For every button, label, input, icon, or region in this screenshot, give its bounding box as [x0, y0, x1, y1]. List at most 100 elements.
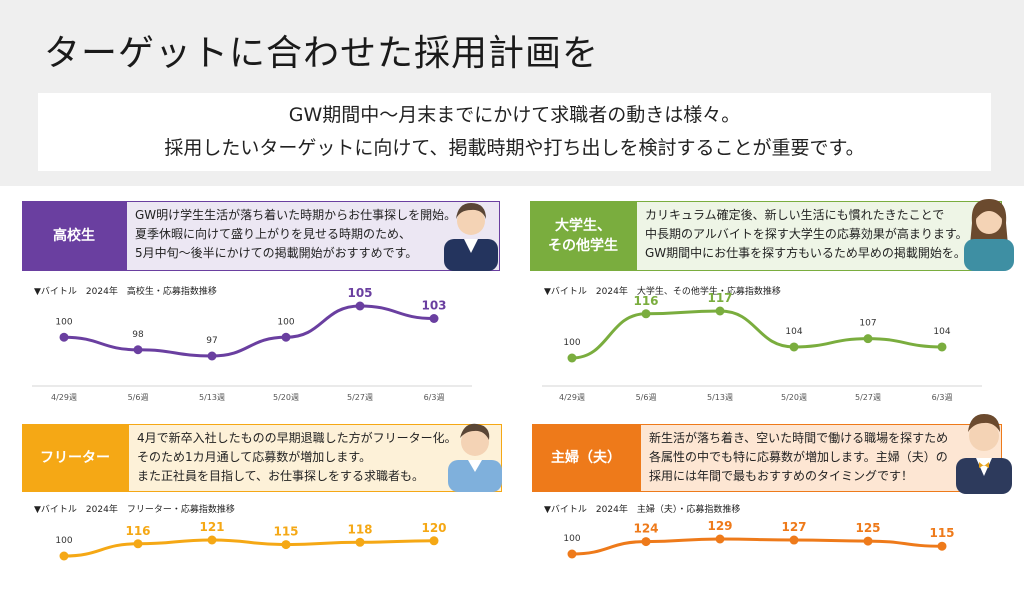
data-point [937, 342, 947, 352]
data-label: 107 [859, 319, 876, 329]
x-tick-label: 5/6週 [636, 393, 657, 402]
data-label: 100 [277, 317, 294, 327]
x-tick-label: 6/3週 [932, 393, 953, 402]
data-label: 115 [929, 526, 954, 540]
x-tick-label: 4/29週 [559, 393, 585, 402]
x-tick-label: 5/27週 [347, 393, 373, 402]
data-point [863, 536, 873, 546]
x-tick-label: 5/13週 [707, 393, 733, 402]
data-label: 100 [55, 536, 72, 546]
student-boy-avatar-icon [444, 203, 498, 271]
desc-line: そのため1カ月通して応募数が増加します。 [137, 450, 372, 464]
data-point [207, 351, 217, 361]
page-title: ターゲットに合わせた採用計画を [44, 33, 600, 74]
chart-label-high-school: ▼バイトル 2024年 高校生・応募指数推移 [34, 287, 217, 297]
chart-label-freeter: ▼バイトル 2024年 フリーター・応募指数推移 [34, 505, 235, 515]
data-label: 104 [785, 327, 802, 337]
desc-line: カリキュラム確定後、新しい生活にも慣れたきたことで [645, 208, 945, 222]
homemaker-avatar-icon [956, 414, 1012, 494]
desc-line: また正社員を目指して、お仕事探しをする求職者も。 [137, 469, 425, 483]
badge-homemaker: 主婦（夫） [532, 424, 640, 492]
desc-line: 新生活が落ち着き、空いた時間で働ける職場を探すため [649, 431, 949, 445]
data-label: 104 [933, 327, 950, 337]
chart-homemaker: 100 124 129 127 125 115 [563, 519, 955, 559]
x-tick-label: 5/20週 [781, 393, 807, 402]
data-point [355, 537, 365, 547]
series-line [570, 537, 944, 556]
data-point [59, 551, 69, 561]
chart-label-homemaker: ▼バイトル 2024年 主婦（夫）・応募指数推移 [544, 505, 741, 515]
data-point [133, 345, 143, 355]
data-point [937, 541, 947, 551]
badge-high-school: 高校生 [22, 201, 126, 271]
desc-line: 採用には年間で最もおすすめのタイミングです！ [649, 469, 914, 483]
data-point [789, 535, 799, 545]
data-label: 115 [273, 525, 298, 539]
x-tick-label: 6/3週 [424, 393, 445, 402]
data-point [715, 306, 725, 316]
data-label: 100 [563, 534, 580, 544]
data-label: 100 [55, 317, 72, 327]
chart-freeter: 100 116 121 115 118 120 [55, 520, 447, 561]
intro-line-1: GW期間中～月末までにかけて求職者の動きは様々。 [288, 104, 741, 126]
data-label: 116 [633, 294, 658, 308]
desc-high-school: GW明け学生生活が落ち着いた時期からお仕事探しを開始。 夏季休暇に向けて盛り上が… [126, 201, 500, 271]
data-label: 116 [125, 524, 150, 538]
badge-label-line1: 大学生、 [555, 218, 611, 234]
data-point [281, 540, 291, 550]
badge-university: 大学生、 その他学生 [530, 201, 636, 271]
student-girl-avatar-icon [964, 199, 1014, 271]
desc-homemaker: 新生活が落ち着き、空いた時間で働ける職場を探すため 各属性の中でも特に応募数が増… [640, 424, 1002, 492]
desc-line: GW期間中にお仕事を探す方もいるため早めの掲載開始を。 [645, 246, 966, 260]
data-point [429, 314, 439, 323]
data-point [715, 534, 725, 544]
series-line [570, 309, 944, 360]
data-point [429, 536, 439, 546]
intro-box: GW期間中～月末までにかけて求職者の動きは様々。 採用したいターゲットに向けて、… [38, 93, 991, 171]
desc-line: GW明け学生生活が落ち着いた時期からお仕事探しを開始。 [135, 208, 457, 222]
data-label: 100 [563, 338, 580, 348]
data-label: 118 [347, 522, 372, 536]
data-point [281, 332, 291, 342]
data-label: 129 [707, 519, 732, 533]
data-label: 97 [206, 336, 217, 346]
chart-label-university: ▼バイトル 2024年 大学生、その他学生・応募指数推移 [544, 287, 781, 297]
data-label: 127 [781, 520, 806, 534]
data-point [641, 537, 651, 547]
data-label: 125 [855, 521, 880, 535]
badge-label: 高校生 [53, 228, 95, 244]
data-point [789, 342, 799, 352]
data-point [641, 309, 651, 319]
chart-university: 100 4/29週 116 5/6週 117 5/13週 104 5/20週 107 5/27週 1… [542, 291, 982, 402]
x-tick-label: 5/6週 [128, 393, 149, 402]
x-tick-label: 4/29週 [51, 393, 77, 402]
desc-line: 中長期のアルバイトを探す大学生の応募効果が高まります。 [645, 227, 968, 241]
data-label: 121 [199, 520, 224, 534]
desc-line: 夏季休暇に向けて盛り上がりを見せる時期のため、 [135, 227, 412, 241]
data-point [59, 332, 69, 342]
data-point [863, 334, 873, 344]
data-label: 117 [707, 291, 732, 305]
badge-label: フリーター [40, 450, 110, 466]
series-line [62, 538, 436, 558]
desc-university: カリキュラム確定後、新しい生活にも慣れたきたことで 中長期のアルバイトを探す大学… [636, 201, 1002, 271]
data-point [567, 353, 577, 363]
data-label: 124 [633, 522, 658, 536]
data-label: 103 [421, 299, 446, 313]
series-line [62, 304, 436, 358]
data-label: 120 [421, 521, 446, 535]
badge-freeter: フリーター [22, 424, 128, 492]
freeter-man-avatar-icon [448, 423, 502, 492]
desc-line: 5月中旬～後半にかけての掲載開始がおすすめです。 [135, 246, 418, 260]
data-label: 98 [132, 330, 144, 340]
desc-line: 各属性の中でも特に応募数が増加します。主婦（夫）の [649, 450, 948, 464]
x-tick-label: 5/13週 [199, 393, 225, 402]
intro-line-2: 採用したいターゲットに向けて、掲載時期や打ち出しを検討することが重要です。 [164, 137, 865, 159]
data-point [207, 535, 217, 545]
desc-freeter: 4月で新卒入社したものの早期退職した方がフリーター化。 そのため1カ月通して応募… [128, 424, 502, 492]
badge-label-line2: その他学生 [548, 238, 618, 254]
x-tick-label: 5/27週 [855, 393, 881, 402]
data-label: 105 [347, 286, 372, 300]
x-tick-label: 5/20週 [273, 393, 299, 402]
data-point [567, 549, 577, 559]
